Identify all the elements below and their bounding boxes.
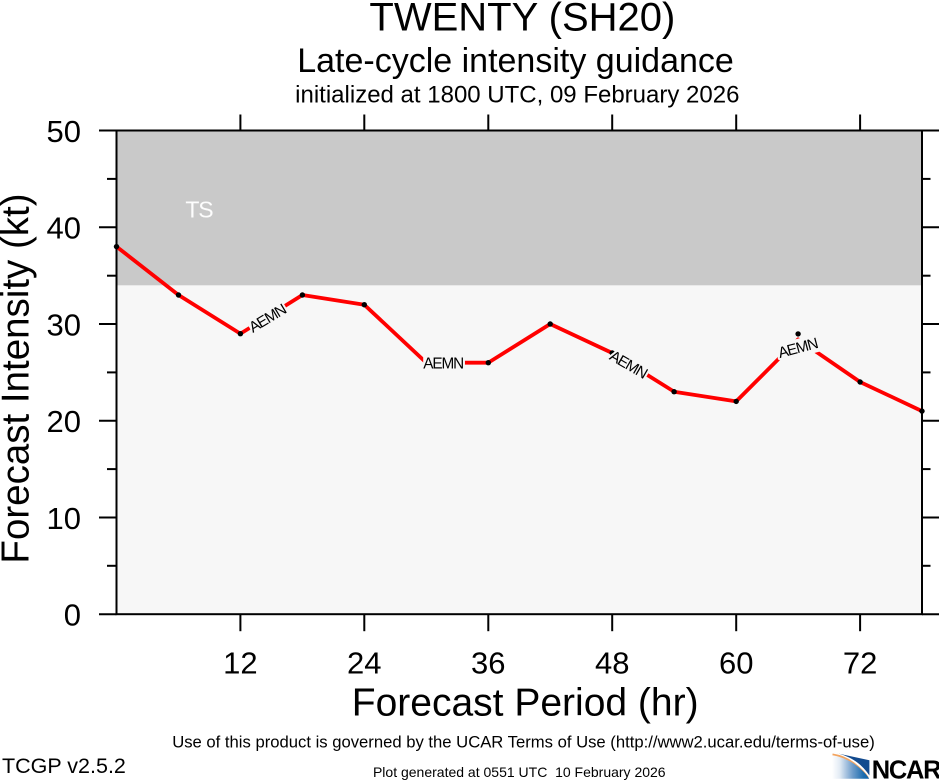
svg-text:36: 36 xyxy=(471,646,505,681)
svg-text:10: 10 xyxy=(47,501,81,536)
svg-text:TWENTY (SH20): TWENTY (SH20) xyxy=(369,0,675,40)
svg-text:TCGP v2.5.2: TCGP v2.5.2 xyxy=(2,754,126,778)
svg-text:50: 50 xyxy=(47,114,81,149)
svg-text:Forecast Intensity (kt): Forecast Intensity (kt) xyxy=(0,193,38,563)
svg-text:48: 48 xyxy=(595,646,629,681)
svg-text:24: 24 xyxy=(347,646,381,681)
svg-text:30: 30 xyxy=(47,307,81,342)
svg-text:NCAR: NCAR xyxy=(872,757,939,780)
svg-text:initialized at 1800 UTC, 09 Fe: initialized at 1800 UTC, 09 February 202… xyxy=(295,82,739,109)
svg-text:Late-cycle intensity guidance: Late-cycle intensity guidance xyxy=(297,42,734,80)
svg-text:Use of this product is governe: Use of this product is governed by the U… xyxy=(172,733,875,752)
svg-text:72: 72 xyxy=(843,646,877,681)
svg-text:Plot generated at 0551 UTC 10: Plot generated at 0551 UTC 10 February 2… xyxy=(373,764,666,780)
svg-text:0: 0 xyxy=(64,598,81,633)
svg-text:60: 60 xyxy=(719,646,753,681)
svg-text:AEMN: AEMN xyxy=(423,356,463,373)
svg-text:Forecast Period (hr): Forecast Period (hr) xyxy=(352,682,699,725)
svg-text:TS: TS xyxy=(185,196,213,222)
svg-text:40: 40 xyxy=(47,211,81,246)
svg-text:12: 12 xyxy=(223,646,257,681)
svg-text:20: 20 xyxy=(47,404,81,439)
